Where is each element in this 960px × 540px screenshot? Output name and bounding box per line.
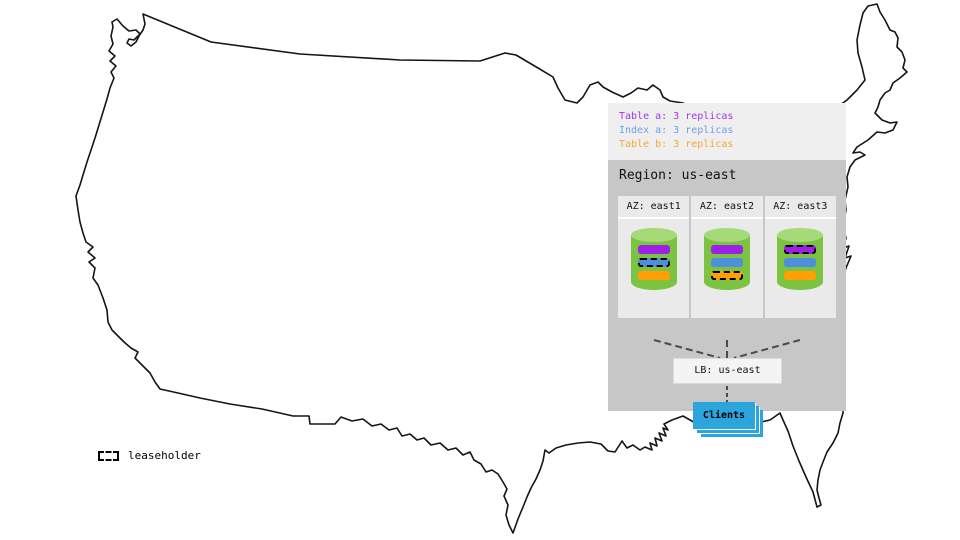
replica-bar-index-a	[784, 258, 817, 267]
legend-table-b: Table b: 3 replicas	[619, 139, 734, 150]
az-label: AZ: east2	[691, 196, 763, 219]
replica-bar-table-b-leaseholder	[710, 271, 743, 280]
clients-box: Clients	[693, 402, 755, 429]
az-label: AZ: east1	[618, 196, 690, 219]
az-box-east1: AZ: east1	[618, 196, 690, 318]
leaseholder-label: leaseholder	[128, 449, 201, 462]
replica-bar-table-b	[784, 271, 817, 280]
load-balancer-box: LB: us-east	[673, 358, 782, 384]
region-title: Region: us-east	[619, 168, 737, 183]
region-container: Region: us-east AZ: east1 AZ: east2	[608, 160, 846, 429]
replica-bar-table-a	[710, 245, 743, 254]
replica-bar-index-a-leaseholder	[637, 258, 670, 267]
replica-bar-table-b	[637, 271, 670, 280]
replica-legend: Table a: 3 replicas Index a: 3 replicas …	[608, 103, 846, 160]
us-map-outline	[75, 3, 908, 534]
region-panel: Table a: 3 replicas Index a: 3 replicas …	[608, 103, 846, 429]
replica-bar-index-a	[710, 258, 743, 267]
az-box-east3: AZ: east3	[764, 196, 836, 318]
legend-index-a: Index a: 3 replicas	[619, 125, 734, 136]
az-box-east2: AZ: east2	[691, 196, 763, 318]
replica-bars	[704, 245, 750, 280]
replica-bar-table-a	[637, 245, 670, 254]
az-row: AZ: east1 AZ: east2	[618, 196, 836, 318]
legend-table-a: Table a: 3 replicas	[619, 111, 734, 122]
database-cylinder	[777, 228, 824, 290]
az-label: AZ: east3	[764, 196, 836, 219]
replica-bars	[631, 245, 677, 280]
leaseholder-legend: leaseholder	[98, 449, 201, 462]
database-cylinder	[630, 228, 677, 290]
replica-bar-table-a-leaseholder	[784, 245, 817, 254]
database-cylinder	[703, 228, 750, 290]
replica-bars	[777, 245, 823, 280]
leaseholder-swatch-icon	[98, 450, 119, 461]
